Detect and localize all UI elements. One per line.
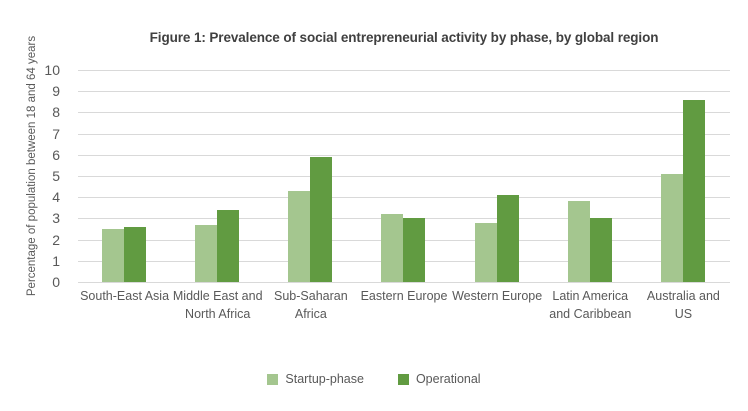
y-axis-tick-labels: 10 9 8 7 6 5 4 3 2 1 0	[0, 63, 70, 289]
bar-group	[544, 70, 637, 282]
gridline	[78, 197, 730, 199]
y-axis-tick-label: 4	[52, 189, 60, 206]
x-axis-category-label: Eastern Europe	[360, 289, 448, 303]
y-axis-tick-label: 0	[52, 274, 60, 290]
gridline	[78, 91, 730, 93]
legend-swatch-icon	[267, 373, 279, 385]
bar-operational	[589, 218, 612, 282]
x-axis-category-label: Middle East and North Africa	[172, 289, 263, 321]
legend-swatch-icon	[397, 373, 409, 385]
x-axis-category-label: Western Europe	[452, 289, 543, 303]
gridline	[78, 176, 730, 177]
chart-title: Figure 1: Prevalence of social entrepren…	[149, 30, 659, 45]
chart-legend: Startup-phase Operational	[0, 372, 748, 386]
legend-item[interactable]: Operational	[397, 372, 481, 386]
legend-label: Operational	[415, 372, 481, 386]
bar-group	[264, 70, 357, 282]
gridline	[78, 112, 730, 114]
bar-operational	[403, 218, 426, 282]
gridline	[78, 70, 730, 71]
legend-label: Startup-phase	[285, 372, 364, 386]
bar-startup-phase	[195, 224, 218, 282]
legend-item[interactable]: Startup-phase	[267, 372, 364, 386]
bar-group	[171, 70, 264, 282]
bar-operational	[310, 156, 333, 282]
y-axis-tick-label: 7	[52, 125, 60, 142]
y-axis-tick-label: 5	[52, 168, 60, 184]
bar-startup-phase	[567, 201, 590, 282]
x-axis-category-label: Latin America and Caribbean	[549, 289, 632, 321]
y-axis-tick-label: 6	[52, 146, 60, 163]
bar-operational	[496, 195, 519, 282]
gridline	[78, 154, 730, 156]
bar-startup-phase	[474, 222, 497, 282]
y-axis-tick-label: 3	[52, 210, 60, 227]
gridline	[78, 282, 730, 283]
x-axis-category-label: Australia and US	[646, 289, 720, 321]
bar-group	[637, 70, 730, 282]
bar-group	[451, 70, 544, 282]
bar-group	[357, 70, 450, 282]
bar-startup-phase	[288, 190, 311, 282]
y-axis-tick-label: 2	[52, 231, 60, 248]
x-axis-category-labels: South-East Asia Middle East and North Afr…	[78, 288, 730, 360]
bar-operational	[124, 226, 146, 282]
y-axis-tick-label: 10	[44, 62, 60, 78]
bar-startup-phase	[381, 214, 404, 282]
y-axis-tick-label: 1	[52, 252, 60, 269]
bar-operational	[217, 209, 240, 282]
x-axis-category-label: South-East Asia	[80, 289, 170, 303]
bar-startup-phase	[660, 173, 683, 282]
bar-group	[78, 70, 171, 282]
x-axis-category-label: Sub-Saharan Africa	[274, 289, 348, 321]
y-axis-tick-label: 8	[52, 104, 60, 121]
bar-operational	[682, 99, 705, 282]
bars-layer	[78, 70, 730, 282]
bar-startup-phase	[102, 229, 124, 282]
y-axis-tick-label: 9	[52, 83, 60, 100]
gridline	[78, 133, 730, 135]
